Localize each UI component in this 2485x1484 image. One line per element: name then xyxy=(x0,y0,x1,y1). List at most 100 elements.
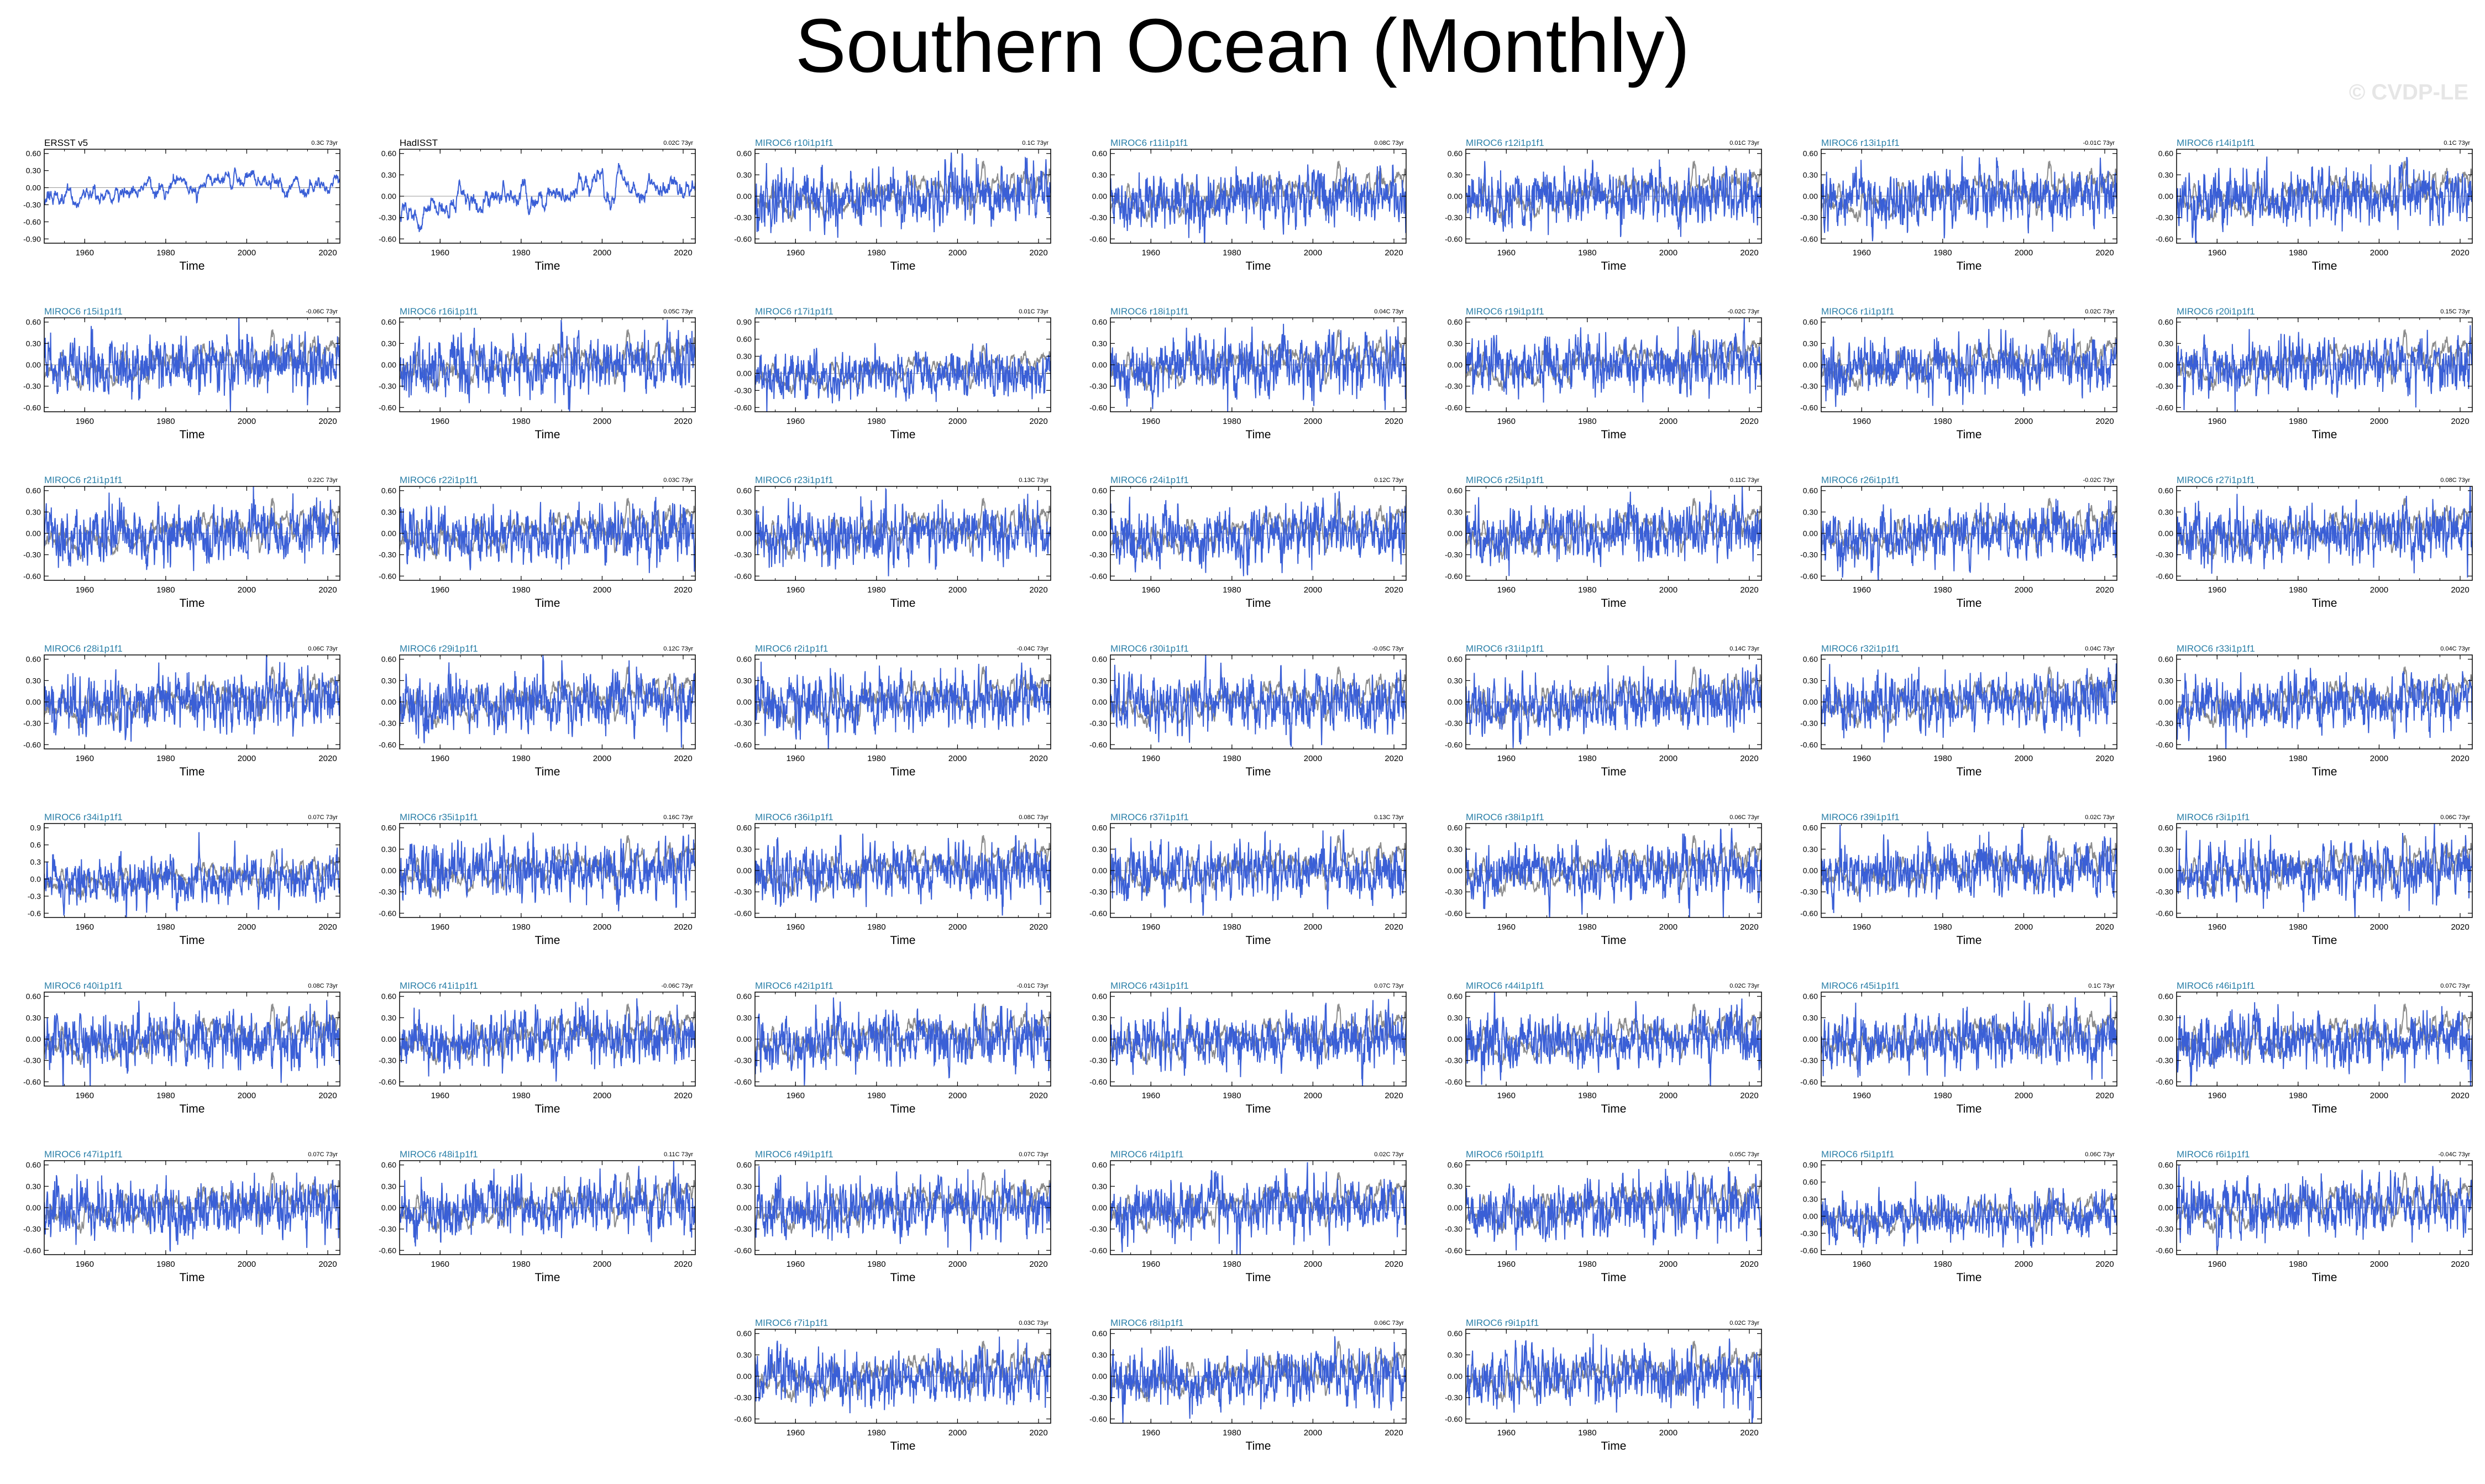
y-tick-label: -0.30 xyxy=(2156,382,2173,391)
y-tick-label: -0.60 xyxy=(734,234,752,243)
y-tick-label: -0.30 xyxy=(1800,1229,1818,1237)
panel-47: MIROC6 r5i1p1f1 0.06C 73yr 1960 1980 2000 202… xyxy=(1800,1149,2117,1284)
y-tick-label: 0.60 xyxy=(26,1161,41,1170)
y-tick-label: -0.60 xyxy=(1800,1077,1818,1086)
x-tick-label: 2000 xyxy=(2370,585,2388,595)
x-tick-label: 2000 xyxy=(1659,1091,1677,1100)
x-tick-label: 2000 xyxy=(593,585,611,595)
panel-20: MIROC6 r27i1p1f1 0.08C 73yr 1960 1980 2000 20… xyxy=(2156,475,2473,610)
x-axis-label: Time xyxy=(890,597,916,610)
x-tick-label: 1960 xyxy=(76,922,94,932)
y-tick-label: 0.30 xyxy=(1803,1195,1818,1204)
x-tick-label: 2000 xyxy=(948,922,967,932)
y-tick-label: 0.00 xyxy=(737,1203,752,1212)
y-tick-label: 0.30 xyxy=(1448,1013,1462,1022)
x-tick-label: 2020 xyxy=(674,922,692,932)
x-tick-label: 1980 xyxy=(867,1260,885,1269)
panel-33: MIROC6 r39i1p1f1 0.02C 73yr 1960 1980 2000 20… xyxy=(1800,812,2117,947)
x-tick-label: 1980 xyxy=(156,1091,175,1100)
x-tick-label: 1960 xyxy=(787,1260,805,1269)
model-series-line xyxy=(400,1161,695,1247)
x-tick-label: 1960 xyxy=(1142,1428,1160,1438)
y-tick-label: 0.60 xyxy=(26,149,41,158)
y-tick-label: 0.00 xyxy=(1803,529,1818,538)
panel-title: MIROC6 r24i1p1f1 xyxy=(1110,475,1189,485)
panel-3: MIROC6 r11i1p1f1 0.08C 73yr 1960 1980 2000 20… xyxy=(1089,138,1407,272)
trend-label: 0.1C 73yr xyxy=(2088,983,2115,989)
y-tick-label: 0.30 xyxy=(1803,845,1818,853)
y-tick-label: -0.60 xyxy=(1445,234,1462,243)
y-tick-label: -0.60 xyxy=(1089,1077,1107,1086)
panel-title: MIROC6 r15i1p1f1 xyxy=(44,306,123,317)
y-tick-label: 0.00 xyxy=(2158,529,2173,538)
y-tick-label: 0.00 xyxy=(737,192,752,201)
y-tick-label: 0.00 xyxy=(1803,1035,1818,1043)
x-tick-label: 1980 xyxy=(867,248,885,258)
x-tick-label: 2000 xyxy=(2015,585,2033,595)
x-tick-label: 2020 xyxy=(2095,585,2114,595)
y-tick-label: -0.60 xyxy=(1089,403,1107,412)
panel-title: MIROC6 r32i1p1f1 xyxy=(1821,643,1900,654)
x-tick-label: 1980 xyxy=(2289,1091,2307,1100)
x-tick-label: 1960 xyxy=(1142,417,1160,426)
y-tick-label: 0.00 xyxy=(1092,360,1107,369)
x-tick-label: 2020 xyxy=(318,1260,337,1269)
x-tick-label: 1980 xyxy=(512,1091,530,1100)
y-tick-label: 0.00 xyxy=(737,866,752,875)
y-tick-label: 0.00 xyxy=(1803,360,1818,369)
x-tick-label: 2020 xyxy=(1029,922,1047,932)
x-axis-label: Time xyxy=(535,597,560,610)
x-tick-label: 1960 xyxy=(1142,754,1160,763)
y-tick-label: -0.60 xyxy=(379,234,396,243)
model-series-line xyxy=(1110,1336,1406,1423)
observed-series-line xyxy=(755,1003,1051,1065)
panel-title: MIROC6 r23i1p1f1 xyxy=(755,475,833,485)
y-tick-label: 0.00 xyxy=(381,866,396,875)
x-tick-label: 1960 xyxy=(431,248,449,258)
x-tick-label: 1980 xyxy=(1578,1091,1596,1100)
y-tick-label: 0.00 xyxy=(26,183,41,192)
y-tick-label: 0.30 xyxy=(26,166,41,175)
y-tick-label: 0.30 xyxy=(737,1182,752,1191)
y-tick-label: 0.60 xyxy=(1448,486,1462,495)
y-tick-label: -0.30 xyxy=(2156,1056,2173,1065)
y-tick-label: 0.00 xyxy=(1448,1035,1462,1043)
panel-19: MIROC6 r26i1p1f1 -0.02C 73yr 1960 1980 2000 2… xyxy=(1800,475,2117,610)
x-tick-label: 1960 xyxy=(431,922,449,932)
x-tick-label: 2020 xyxy=(318,248,337,258)
x-tick-label: 2000 xyxy=(1304,1260,1322,1269)
y-tick-label: -0.30 xyxy=(1800,550,1818,559)
y-tick-label: -0.30 xyxy=(2156,213,2173,222)
y-tick-label: -0.60 xyxy=(734,1414,752,1423)
y-tick-label: 0.00 xyxy=(2158,866,2173,875)
x-axis-label: Time xyxy=(890,1271,916,1284)
x-axis-label: Time xyxy=(890,1103,916,1115)
y-tick-label: 0.30 xyxy=(1092,507,1107,516)
x-tick-label: 1980 xyxy=(1223,585,1241,595)
x-tick-label: 2000 xyxy=(593,1260,611,1269)
x-tick-label: 1980 xyxy=(1578,1260,1596,1269)
panel-title: MIROC6 r30i1p1f1 xyxy=(1110,643,1189,654)
y-tick-label: -0.60 xyxy=(1800,909,1818,917)
x-tick-label: 1980 xyxy=(2289,922,2307,932)
panel-50: MIROC6 r8i1p1f1 0.06C 73yr 1960 1980 2000 202… xyxy=(1089,1318,1407,1452)
x-tick-label: 2000 xyxy=(238,922,256,932)
trend-label: 0.12C 73yr xyxy=(1374,477,1404,484)
y-tick-label: 0.30 xyxy=(1092,339,1107,348)
x-tick-label: 2000 xyxy=(238,248,256,258)
y-tick-label: 0.00 xyxy=(1448,698,1462,706)
x-tick-label: 2020 xyxy=(2095,922,2114,932)
x-tick-label: 1980 xyxy=(2289,754,2307,763)
panel-title: HadISST xyxy=(400,138,438,148)
y-tick-label: -0.60 xyxy=(23,740,41,749)
y-tick-label: 0.00 xyxy=(2158,360,2173,369)
x-tick-label: 1960 xyxy=(1497,1428,1516,1438)
x-tick-label: 1960 xyxy=(1142,1091,1160,1100)
y-tick-label: -0.30 xyxy=(1445,888,1462,896)
y-tick-label: 0.30 xyxy=(1448,1182,1462,1191)
panel-5: MIROC6 r13i1p1f1 -0.01C 73yr 1960 1980 2000 2… xyxy=(1800,138,2117,272)
y-tick-label: -0.30 xyxy=(379,888,396,896)
y-tick-label: 0.00 xyxy=(1803,192,1818,201)
x-tick-label: 1980 xyxy=(1223,1091,1241,1100)
observed-series-line xyxy=(2177,1172,2472,1234)
